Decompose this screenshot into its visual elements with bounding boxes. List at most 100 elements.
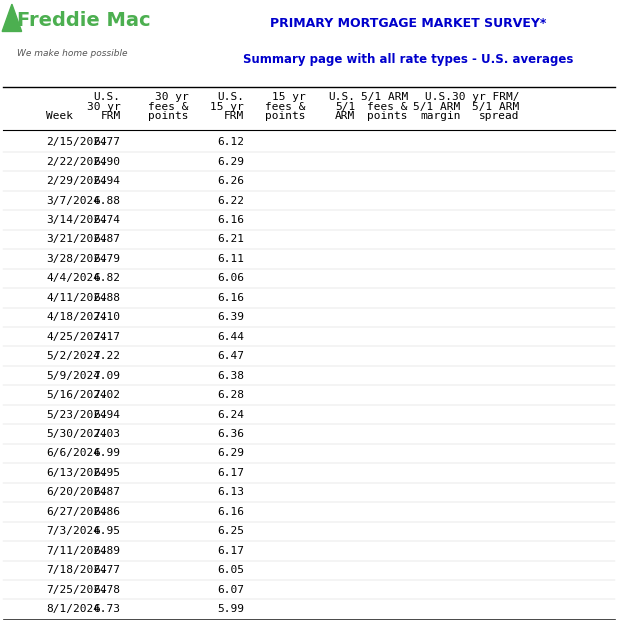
Text: 6/6/2024: 6/6/2024 xyxy=(46,448,100,459)
Text: PRIMARY MORTGAGE MARKET SURVEY*: PRIMARY MORTGAGE MARKET SURVEY* xyxy=(269,17,546,30)
Text: 5/1 ARM: 5/1 ARM xyxy=(361,92,408,102)
Text: 6.28: 6.28 xyxy=(217,390,244,400)
Text: 6.39: 6.39 xyxy=(217,312,244,322)
Text: 7.02: 7.02 xyxy=(93,390,121,400)
Text: 5/23/2024: 5/23/2024 xyxy=(46,410,107,420)
Text: 6.89: 6.89 xyxy=(93,546,121,555)
Text: 6.22: 6.22 xyxy=(217,196,244,206)
Text: 6.94: 6.94 xyxy=(93,410,121,420)
Text: 4/18/2024: 4/18/2024 xyxy=(46,312,107,322)
Text: 6.78: 6.78 xyxy=(93,585,121,595)
Text: 7.10: 7.10 xyxy=(93,312,121,322)
Text: fees &: fees & xyxy=(265,102,306,111)
Text: 6.88: 6.88 xyxy=(93,196,121,206)
Text: 4/25/2024: 4/25/2024 xyxy=(46,332,107,342)
Text: 6.79: 6.79 xyxy=(93,254,121,264)
Text: 6.11: 6.11 xyxy=(217,254,244,264)
Text: 7/18/2024: 7/18/2024 xyxy=(46,565,107,575)
Text: 6.07: 6.07 xyxy=(217,585,244,595)
Text: 7.03: 7.03 xyxy=(93,429,121,439)
Text: fees &: fees & xyxy=(367,102,408,111)
Text: 6.17: 6.17 xyxy=(217,546,244,555)
Text: 6.94: 6.94 xyxy=(93,176,121,186)
Text: 4/4/2024: 4/4/2024 xyxy=(46,273,100,283)
Text: 6.24: 6.24 xyxy=(217,410,244,420)
Text: FRM: FRM xyxy=(224,111,244,121)
Text: 6.87: 6.87 xyxy=(93,234,121,245)
Text: 6.36: 6.36 xyxy=(217,429,244,439)
Text: ARM: ARM xyxy=(335,111,355,121)
Text: 6.87: 6.87 xyxy=(93,487,121,497)
Text: points: points xyxy=(265,111,306,121)
Text: fees &: fees & xyxy=(148,102,188,111)
Text: U.S.: U.S. xyxy=(93,92,121,102)
Text: 6.82: 6.82 xyxy=(93,273,121,283)
Text: 6.86: 6.86 xyxy=(93,507,121,517)
Text: 7.17: 7.17 xyxy=(93,332,121,342)
Text: 6.29: 6.29 xyxy=(217,157,244,167)
Text: 3/21/2024: 3/21/2024 xyxy=(46,234,107,245)
Text: 6.12: 6.12 xyxy=(217,137,244,147)
Text: 6.74: 6.74 xyxy=(93,215,121,225)
Text: 3/28/2024: 3/28/2024 xyxy=(46,254,107,264)
Text: spread: spread xyxy=(478,111,519,121)
Text: 7/11/2024: 7/11/2024 xyxy=(46,546,107,555)
Text: 5/1 ARM: 5/1 ARM xyxy=(413,102,460,111)
Text: 30 yr: 30 yr xyxy=(87,102,121,111)
Text: 30 yr: 30 yr xyxy=(154,92,188,102)
Text: 6.17: 6.17 xyxy=(217,468,244,478)
Text: 6.16: 6.16 xyxy=(217,293,244,303)
Text: 6.73: 6.73 xyxy=(93,604,121,614)
Text: U.S.: U.S. xyxy=(217,92,244,102)
Text: 6.95: 6.95 xyxy=(93,526,121,536)
Text: 6.77: 6.77 xyxy=(93,137,121,147)
Text: 7.22: 7.22 xyxy=(93,351,121,361)
Text: 6.77: 6.77 xyxy=(93,565,121,575)
Text: 6.25: 6.25 xyxy=(217,526,244,536)
Text: 6.38: 6.38 xyxy=(217,371,244,381)
Text: 15 yr: 15 yr xyxy=(210,102,244,111)
Text: 2/22/2024: 2/22/2024 xyxy=(46,157,107,167)
Text: 5/16/2024: 5/16/2024 xyxy=(46,390,107,400)
Text: 2/29/2024: 2/29/2024 xyxy=(46,176,107,186)
Text: We make home possible: We make home possible xyxy=(17,49,128,59)
Text: FRM: FRM xyxy=(100,111,121,121)
Polygon shape xyxy=(2,4,22,31)
Text: 6.44: 6.44 xyxy=(217,332,244,342)
Text: 5.99: 5.99 xyxy=(217,604,244,614)
Text: 6.21: 6.21 xyxy=(217,234,244,245)
Text: 7.09: 7.09 xyxy=(93,371,121,381)
Text: 6.47: 6.47 xyxy=(217,351,244,361)
Text: Freddie Mac: Freddie Mac xyxy=(17,11,151,30)
Text: margin: margin xyxy=(420,111,460,121)
Text: 6.90: 6.90 xyxy=(93,157,121,167)
Text: 6.16: 6.16 xyxy=(217,507,244,517)
Text: 6.88: 6.88 xyxy=(93,293,121,303)
Text: U.S.: U.S. xyxy=(328,92,355,102)
Text: Summary page with all rate types - U.S. averages: Summary page with all rate types - U.S. … xyxy=(243,53,573,66)
Text: U.S.30 yr FRM/: U.S.30 yr FRM/ xyxy=(425,92,519,102)
Text: 2/15/2024: 2/15/2024 xyxy=(46,137,107,147)
Text: 6.29: 6.29 xyxy=(217,448,244,459)
Text: points: points xyxy=(367,111,408,121)
Text: Week: Week xyxy=(46,111,74,121)
Text: 5/30/2024: 5/30/2024 xyxy=(46,429,107,439)
Text: 6.16: 6.16 xyxy=(217,215,244,225)
Text: 4/11/2024: 4/11/2024 xyxy=(46,293,107,303)
Text: 7/25/2024: 7/25/2024 xyxy=(46,585,107,595)
Text: 3/7/2024: 3/7/2024 xyxy=(46,196,100,206)
Text: 6/27/2024: 6/27/2024 xyxy=(46,507,107,517)
Text: 5/9/2024: 5/9/2024 xyxy=(46,371,100,381)
Text: 5/2/2024: 5/2/2024 xyxy=(46,351,100,361)
Text: 15 yr: 15 yr xyxy=(272,92,306,102)
Text: 7/3/2024: 7/3/2024 xyxy=(46,526,100,536)
Text: 3/14/2024: 3/14/2024 xyxy=(46,215,107,225)
Text: 5/1: 5/1 xyxy=(335,102,355,111)
Text: 6.06: 6.06 xyxy=(217,273,244,283)
Text: 6.13: 6.13 xyxy=(217,487,244,497)
Text: 6.95: 6.95 xyxy=(93,468,121,478)
Text: 8/1/2024: 8/1/2024 xyxy=(46,604,100,614)
Text: 6.99: 6.99 xyxy=(93,448,121,459)
Text: 5/1 ARM: 5/1 ARM xyxy=(472,102,519,111)
Text: 6.26: 6.26 xyxy=(217,176,244,186)
